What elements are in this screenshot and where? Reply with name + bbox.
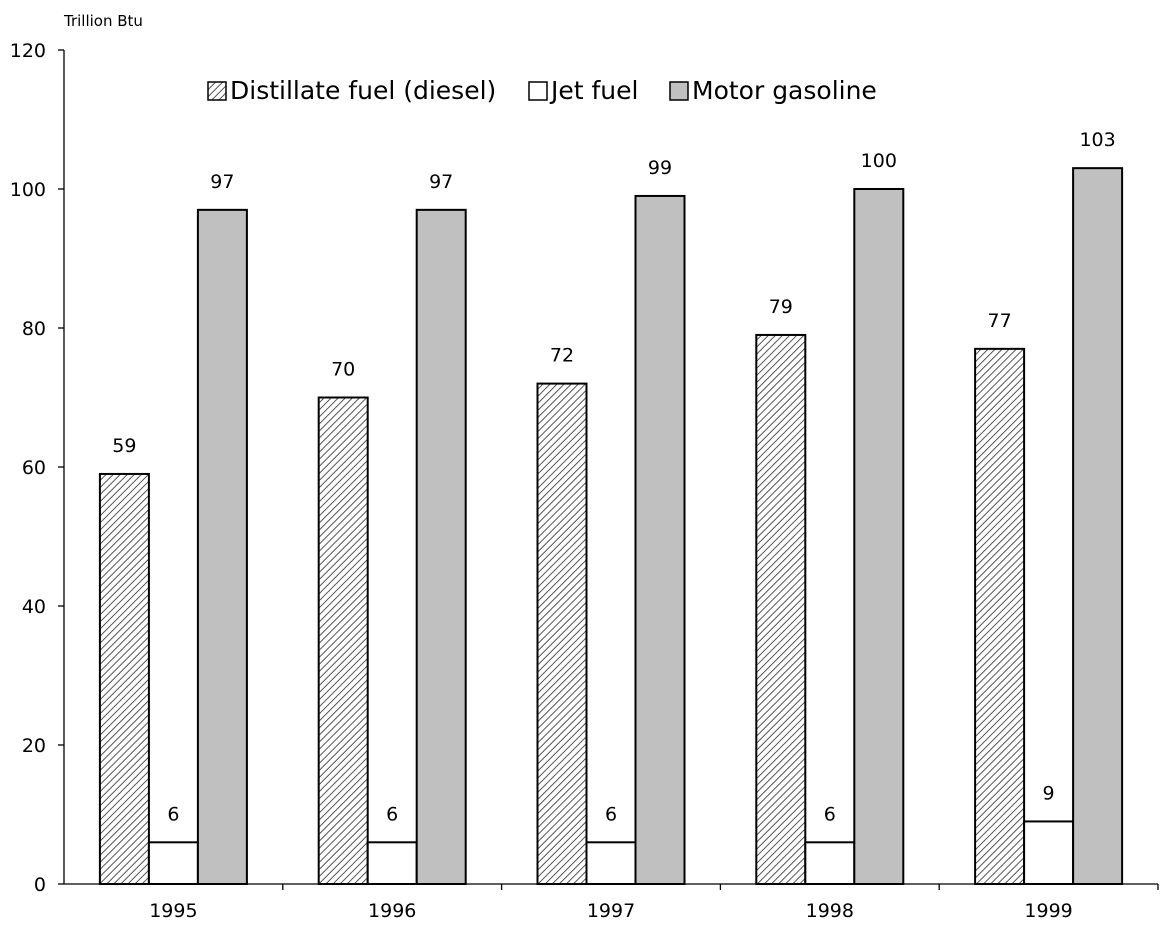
- legend-swatch-jet: [528, 81, 548, 101]
- data-label-gasoline-1996: 97: [429, 171, 453, 193]
- bar-distillate-1995: [98, 472, 150, 885]
- y-axis-unit-label: Trillion Btu: [63, 12, 143, 30]
- data-label-jet-1999: 9: [1043, 782, 1055, 804]
- data-label-gasoline-1997: 99: [648, 157, 672, 179]
- data-label-gasoline-1995: 97: [210, 171, 234, 193]
- x-category-label: 1997: [587, 900, 635, 922]
- legend-swatch-distillate: [207, 81, 227, 101]
- data-label-distillate-1999: 77: [988, 310, 1012, 332]
- y-tick-label: 80: [22, 318, 46, 340]
- bar-distillate-1996: [317, 396, 369, 885]
- data-label-gasoline-1999: 103: [1079, 129, 1115, 151]
- bar-jet-1996: [366, 841, 418, 885]
- y-tick-label: 100: [10, 179, 46, 201]
- legend-label-gasoline: Motor gasoline: [692, 76, 877, 105]
- bar-gasoline-1995: [196, 208, 248, 886]
- data-label-distillate-1996: 70: [331, 359, 355, 381]
- x-axis: 1995 1996 1997 1998 1999: [64, 883, 1159, 922]
- x-category-label: 1996: [368, 900, 416, 922]
- data-label-jet-1995: 6: [167, 803, 179, 825]
- data-label-jet-1997: 6: [605, 803, 617, 825]
- bar-gasoline-1996: [415, 208, 467, 886]
- bar-distillate-1998: [755, 333, 807, 885]
- bar-gasoline-1997: [634, 194, 686, 885]
- legend-swatch-gasoline: [669, 81, 689, 101]
- data-label-gasoline-1998: 100: [861, 150, 897, 172]
- bars: 59 6 97 70 6 97 72 6 99 79 6 100 77 9 103: [98, 129, 1124, 886]
- data-label-distillate-1998: 79: [769, 296, 793, 318]
- bar-distillate-1999: [974, 347, 1026, 886]
- y-tick-label: 60: [22, 457, 46, 479]
- x-category-label: 1999: [1024, 900, 1072, 922]
- bar-jet-1997: [585, 841, 637, 885]
- y-tick-label: 120: [10, 40, 46, 62]
- data-label-jet-1998: 6: [824, 803, 836, 825]
- data-label-distillate-1995: 59: [112, 435, 136, 457]
- bar-gasoline-1998: [853, 188, 905, 885]
- bar-jet-1998: [804, 841, 856, 885]
- bar-jet-1999: [1023, 820, 1075, 886]
- y-tick-label: 40: [22, 596, 46, 618]
- bar-distillate-1997: [536, 382, 588, 885]
- legend-label-distillate: Distillate fuel (diesel): [230, 76, 496, 105]
- x-category-label: 1995: [149, 900, 197, 922]
- x-category-label: 1998: [806, 900, 854, 922]
- y-tick-label: 0: [34, 874, 46, 896]
- legend: Distillate fuel (diesel) Jet fuel Motor …: [207, 76, 877, 105]
- y-axis: 0 20 40 60 80 100 120: [10, 40, 65, 896]
- bar-gasoline-1999: [1072, 167, 1124, 885]
- legend-label-jet: Jet fuel: [549, 76, 638, 105]
- data-label-jet-1996: 6: [386, 803, 398, 825]
- y-tick-label: 20: [22, 735, 46, 757]
- data-label-distillate-1997: 72: [550, 345, 574, 367]
- bar-jet-1995: [147, 841, 199, 885]
